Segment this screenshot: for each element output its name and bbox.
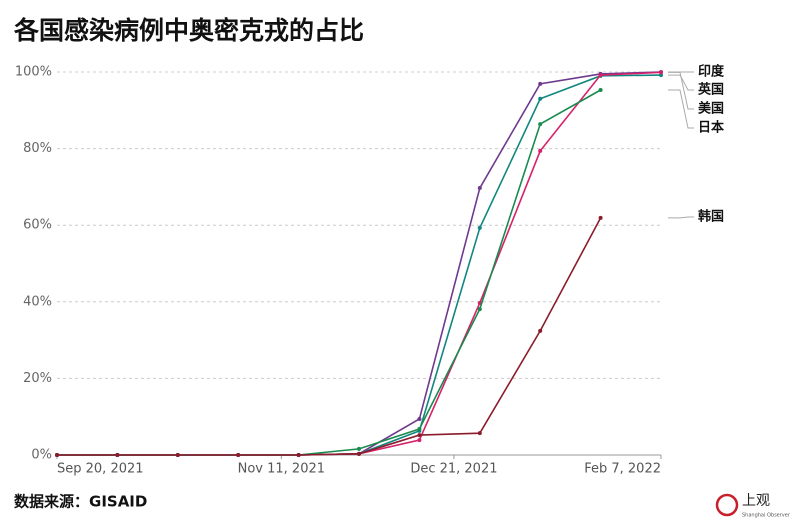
point (598, 73, 603, 78)
source: 数据来源：GISAID (14, 493, 147, 511)
point (477, 225, 482, 230)
legend-label: 英国 (697, 82, 724, 98)
series-line (57, 71, 662, 456)
point (538, 81, 543, 86)
point (357, 446, 361, 451)
point (236, 453, 241, 457)
series-line (57, 71, 662, 456)
legend-leader (668, 74, 694, 91)
chart-title: 各国感染病例中奥密克戎的占比 (13, 16, 364, 45)
legend-label: 印度 (698, 64, 725, 80)
y-tick-label: 20% (23, 371, 52, 386)
point (659, 70, 663, 75)
point (538, 122, 543, 127)
point (417, 438, 422, 443)
point (115, 453, 120, 457)
point (538, 328, 543, 333)
point (598, 215, 603, 220)
legend-label: 韩国 (698, 209, 724, 225)
point (357, 451, 361, 456)
y-tick-label: 0% (31, 448, 52, 463)
point (175, 453, 180, 457)
legend-leader (668, 89, 694, 129)
series-line (57, 74, 662, 456)
point (477, 307, 482, 312)
point (417, 416, 422, 421)
point (296, 453, 301, 457)
point (477, 186, 482, 191)
legend-label: 美国 (698, 101, 724, 117)
y-tick-label: 60% (23, 218, 52, 233)
y-tick-label: 40% (23, 294, 52, 309)
logo-subtitle: Shanghai Observer (742, 513, 791, 519)
point (417, 433, 422, 438)
x-tick-label: Feb 7, 2022 (584, 462, 661, 477)
series-line (57, 217, 602, 456)
x-tick-label: Nov 11, 2021 (238, 462, 325, 477)
point (598, 88, 603, 93)
legend-leader (668, 71, 694, 110)
y-tick-label: 80% (23, 141, 52, 156)
y-tick-label: 100% (15, 65, 52, 80)
legend-leader (668, 216, 694, 219)
point (477, 431, 482, 436)
point (417, 426, 422, 431)
x-tick-label: Sep 20, 2021 (57, 462, 144, 477)
point (538, 148, 543, 153)
x-tick-label: Dec 21, 2021 (410, 462, 497, 477)
point (55, 453, 59, 457)
legend-label: 日本 (698, 120, 724, 136)
logo-icon (715, 493, 739, 517)
logo: 上观 (742, 493, 770, 509)
point (538, 96, 543, 101)
